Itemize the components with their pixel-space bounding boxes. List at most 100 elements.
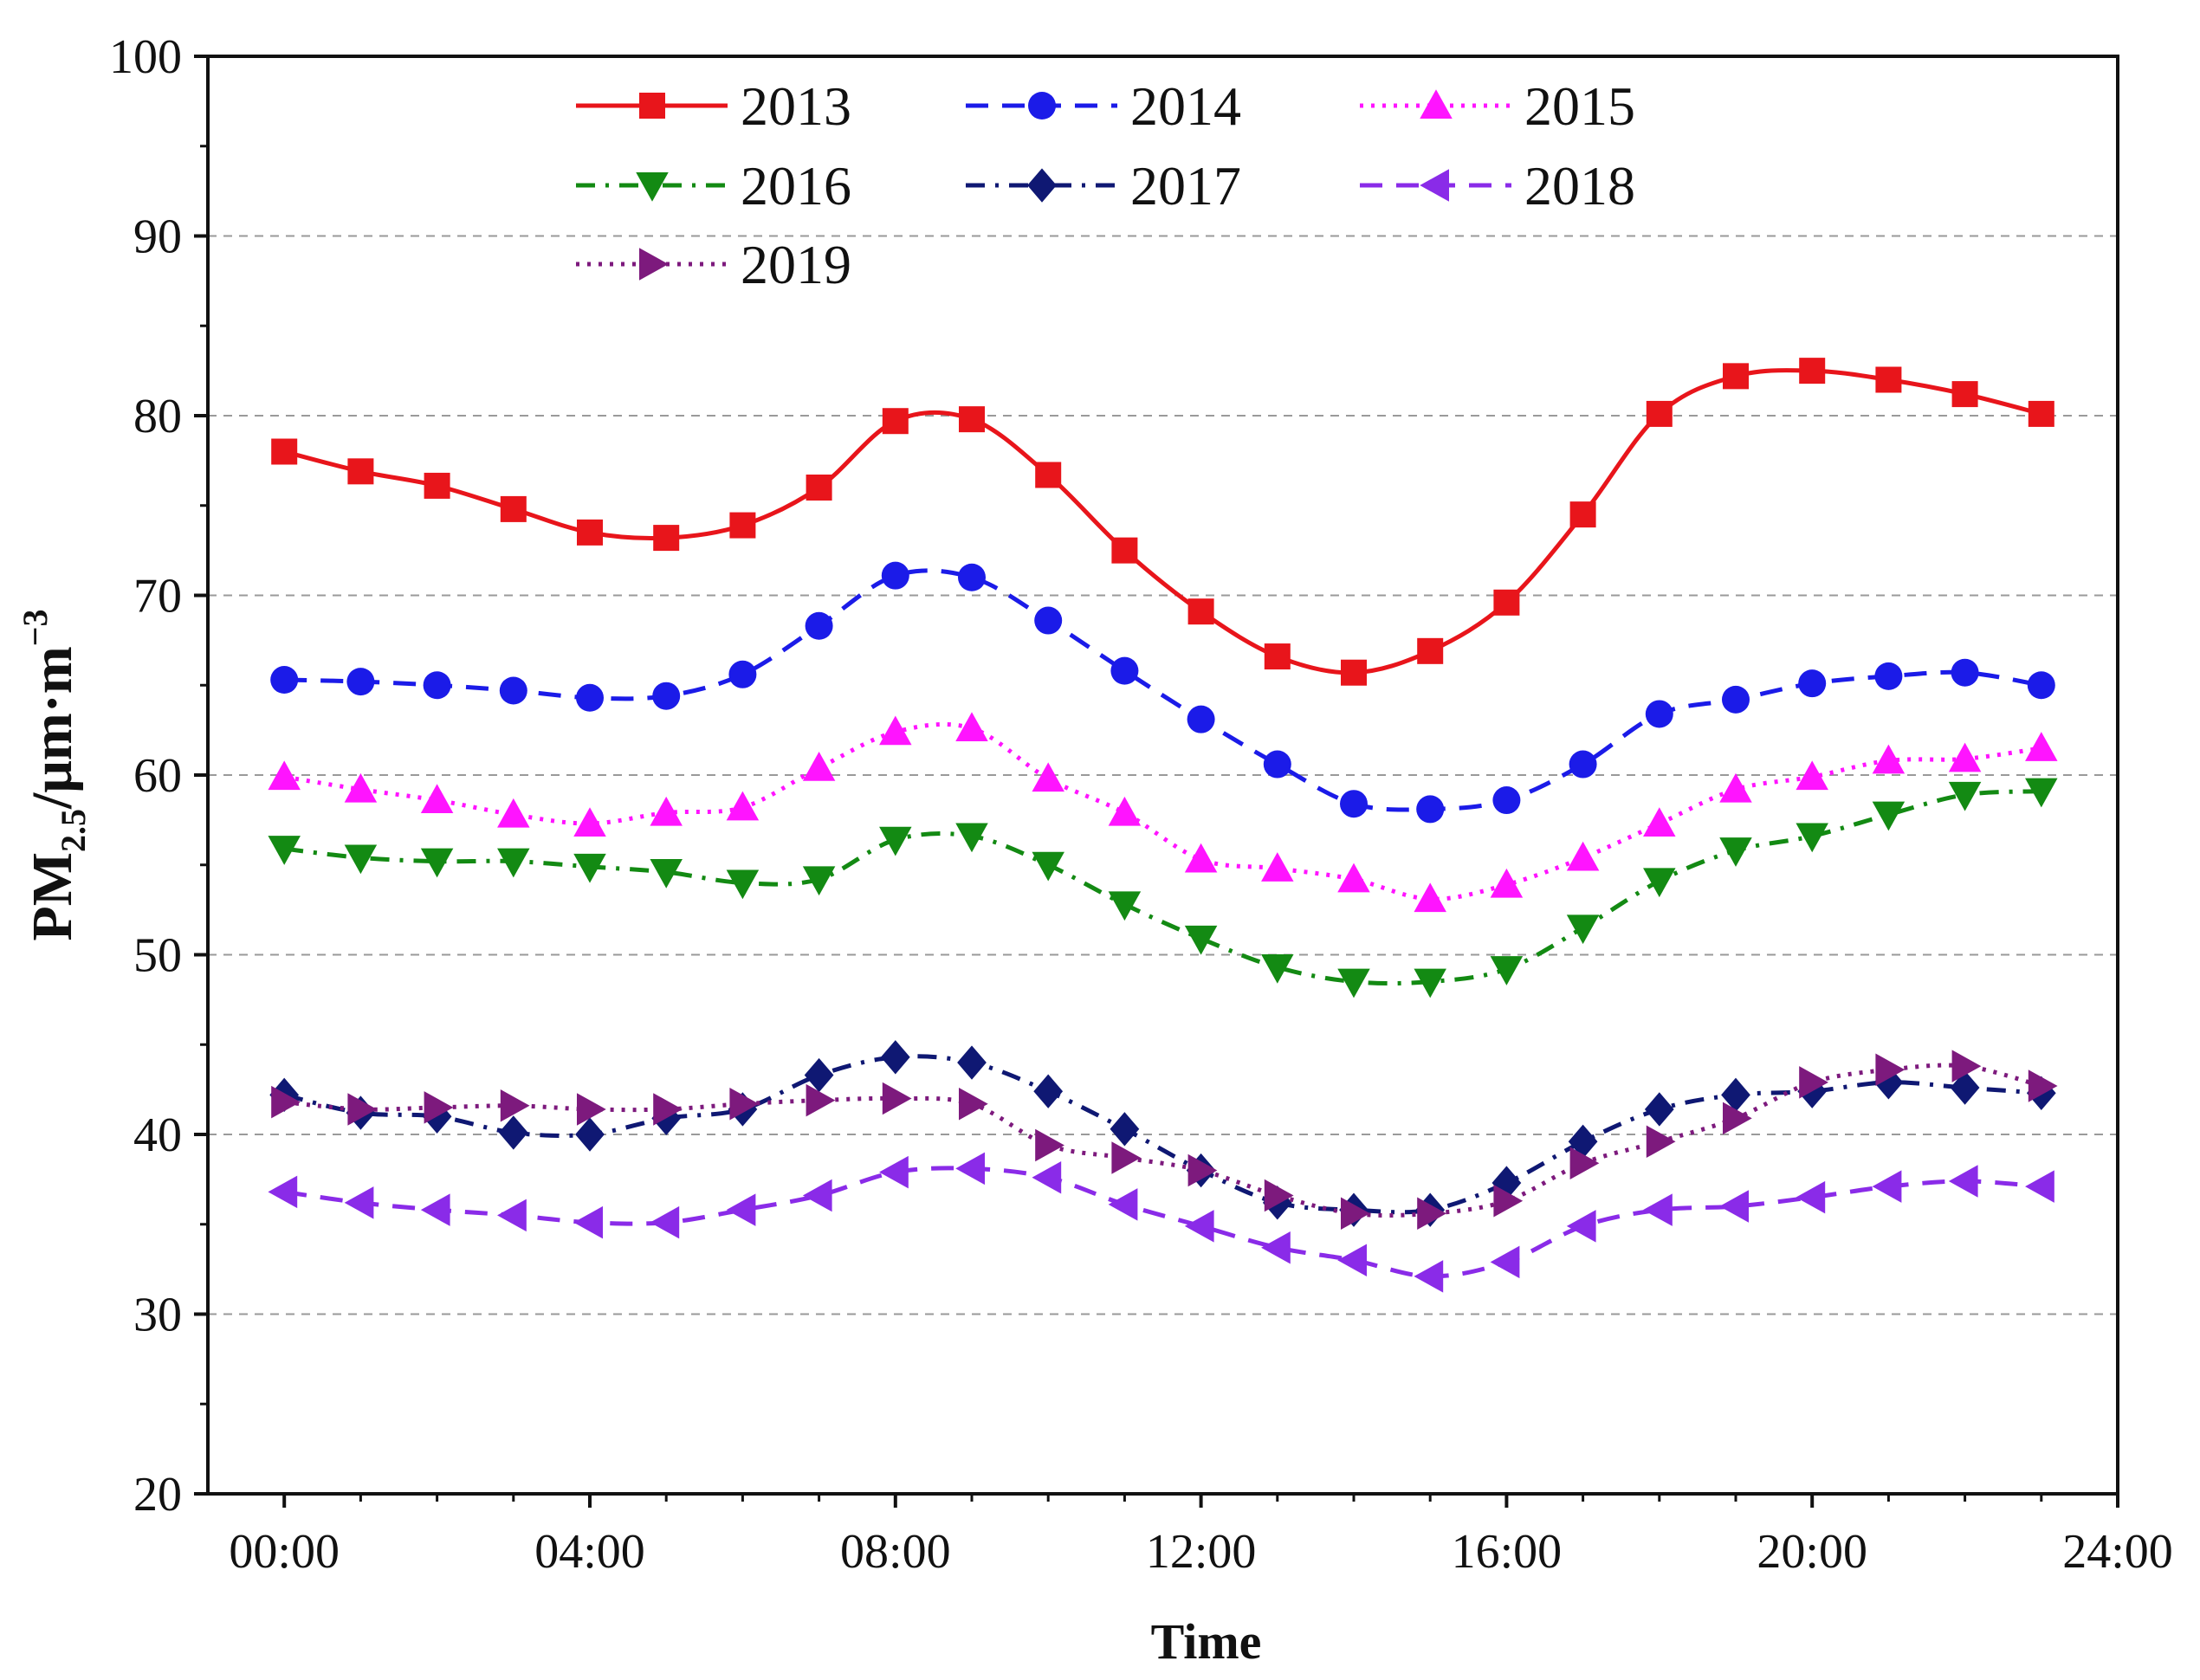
data-point	[1035, 1128, 1064, 1162]
data-point	[497, 1199, 527, 1232]
data-point	[1490, 868, 1524, 898]
data-point	[344, 772, 378, 803]
data-point	[1032, 762, 1064, 792]
x-tick-label: 24:00	[2062, 1525, 2173, 1579]
data-point	[271, 1085, 301, 1119]
data-point	[347, 1093, 378, 1126]
legend-item-2013: 2013	[576, 75, 851, 137]
data-point	[1951, 658, 1979, 687]
legend-label: 2018	[1524, 155, 1635, 216]
data-point	[1951, 1050, 1982, 1082]
data-point	[1493, 1185, 1524, 1218]
data-point	[1417, 1197, 1446, 1231]
data-point	[347, 458, 374, 485]
data-point	[959, 406, 985, 433]
data-point	[346, 668, 375, 696]
data-point	[1493, 589, 1520, 616]
data-point	[1646, 1125, 1676, 1159]
data-point	[1111, 1141, 1142, 1174]
data-point	[1110, 1112, 1140, 1147]
data-point	[802, 751, 836, 781]
legend-item-2016: 2016	[576, 155, 851, 216]
data-point	[268, 1175, 298, 1209]
data-point	[729, 1087, 760, 1121]
y-tick-label: 30	[133, 1289, 182, 1342]
data-point	[268, 760, 301, 791]
data-point	[1184, 843, 1218, 873]
data-point	[497, 848, 530, 878]
data-point	[1643, 868, 1676, 898]
data-point	[271, 438, 298, 465]
data-point	[650, 796, 683, 826]
legend-item-2019: 2019	[576, 234, 851, 295]
data-point	[1264, 643, 1291, 670]
data-point	[726, 1193, 756, 1226]
data-point	[1492, 786, 1521, 815]
data-point	[1799, 1066, 1828, 1099]
data-point	[1796, 760, 1828, 791]
data-point	[1798, 669, 1827, 698]
data-point	[1108, 796, 1142, 826]
y-tick-label: 60	[133, 749, 182, 803]
data-point	[804, 1057, 834, 1093]
data-point	[1490, 1245, 1520, 1279]
series-2015	[268, 712, 2058, 913]
data-point	[1719, 772, 1752, 803]
legend-marker	[636, 172, 669, 202]
data-point	[1263, 750, 1291, 779]
data-point	[955, 1152, 985, 1186]
data-point	[1414, 1260, 1444, 1293]
data-point	[2025, 1170, 2054, 1203]
data-point	[1872, 1170, 1902, 1203]
data-point	[1261, 954, 1294, 984]
y-tick-label: 70	[133, 570, 182, 624]
data-point	[802, 866, 836, 896]
legend-marker	[639, 93, 665, 119]
legend-marker	[639, 248, 669, 281]
data-point	[1569, 1147, 1600, 1179]
data-point	[728, 660, 757, 688]
data-point	[1796, 1180, 1826, 1214]
data-point	[1035, 462, 1062, 488]
data-point	[1261, 852, 1294, 882]
data-point	[1872, 744, 1906, 774]
x-tick-label: 20:00	[1757, 1525, 1867, 1579]
data-point	[268, 836, 301, 865]
x-axis-title: Time	[1151, 1613, 1262, 1670]
data-point	[959, 1087, 988, 1121]
data-point	[806, 1083, 836, 1117]
series-2018	[268, 1152, 2054, 1293]
data-point	[1337, 1244, 1367, 1276]
y-tick-label: 90	[133, 210, 182, 264]
data-point	[1341, 1197, 1370, 1231]
legend-label: 2014	[1130, 75, 1241, 137]
data-point	[424, 1091, 454, 1124]
data-point	[573, 853, 606, 883]
y-tick-label: 20	[133, 1468, 182, 1522]
data-point	[344, 1186, 374, 1219]
data-point	[1951, 381, 1978, 408]
data-point	[802, 1179, 832, 1212]
data-point	[1032, 1161, 1062, 1194]
data-point	[1646, 400, 1673, 427]
data-point	[1723, 1102, 1752, 1135]
data-point	[1187, 705, 1215, 733]
data-point	[1108, 1188, 1138, 1221]
data-point	[653, 1093, 683, 1126]
legend-label: 2013	[741, 75, 851, 137]
data-point	[653, 525, 680, 552]
data-point	[1799, 358, 1826, 384]
data-point	[2028, 400, 2054, 427]
y-axis-title-unit: /μm·m	[21, 646, 84, 810]
data-point	[1948, 742, 1982, 772]
data-point	[1034, 606, 1063, 635]
data-point	[1187, 598, 1214, 625]
x-tick-label: 08:00	[840, 1525, 951, 1579]
legend-marker	[1027, 168, 1057, 203]
data-point	[806, 475, 832, 501]
y-tick-label: 50	[133, 929, 182, 983]
data-point	[1875, 366, 1902, 393]
legend-marker	[1420, 169, 1449, 202]
data-point	[573, 1205, 603, 1239]
